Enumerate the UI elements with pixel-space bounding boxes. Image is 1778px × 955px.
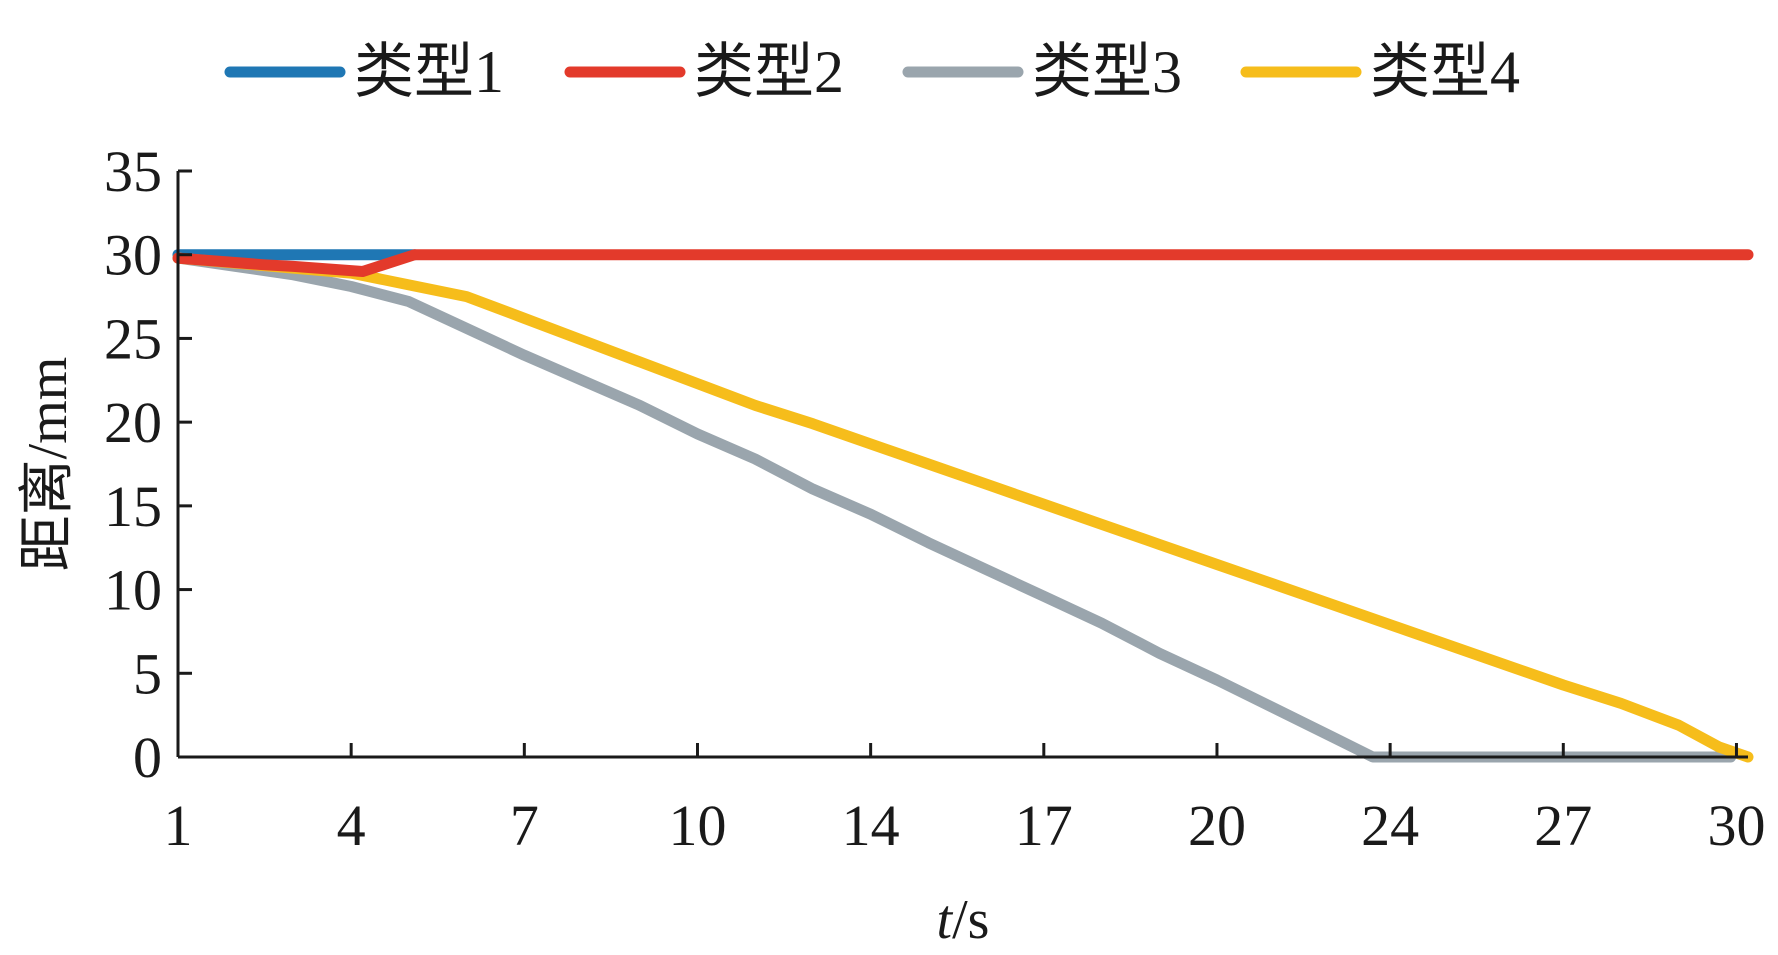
y-axis-title: 距离/mm bbox=[17, 357, 79, 572]
y-tick-label: 30 bbox=[104, 223, 162, 288]
x-tick-label: 17 bbox=[1015, 793, 1073, 858]
x-tick-label: 24 bbox=[1361, 793, 1419, 858]
x-axis-title-symbol: t bbox=[937, 889, 954, 951]
y-tick-label: 0 bbox=[133, 725, 162, 790]
x-tick-label: 14 bbox=[842, 793, 900, 858]
y-axis-ticks: 0 5 10 15 20 25 30 35 bbox=[104, 139, 192, 790]
x-tick-label: 30 bbox=[1707, 793, 1765, 858]
legend: 类型1 类型2 类型3 类型4 bbox=[224, 39, 1520, 105]
series-line-4 bbox=[172, 252, 1754, 763]
y-tick-label: 25 bbox=[104, 306, 162, 371]
axis-titles: t/s 距离/mm bbox=[17, 357, 989, 951]
x-tick-label: 10 bbox=[668, 793, 726, 858]
x-tick-label: 20 bbox=[1188, 793, 1246, 858]
y-tick-label: 10 bbox=[104, 558, 162, 623]
y-tick-label: 20 bbox=[104, 390, 162, 455]
x-tick-label: 27 bbox=[1534, 793, 1592, 858]
y-tick-label: 5 bbox=[133, 641, 162, 706]
series-line-2 bbox=[172, 249, 1754, 277]
y-tick-label: 15 bbox=[104, 474, 162, 539]
legend-label-4: 类型4 bbox=[1370, 39, 1520, 105]
x-axis-title-unit: /s bbox=[952, 889, 989, 951]
legend-label-2: 类型2 bbox=[694, 39, 844, 105]
series-line-3 bbox=[172, 252, 1737, 763]
series-lines bbox=[172, 249, 1754, 763]
x-axis-title: t/s bbox=[937, 889, 990, 951]
axes bbox=[176, 171, 1748, 759]
x-tick-label: 1 bbox=[164, 793, 193, 858]
x-tick-label: 4 bbox=[337, 793, 366, 858]
y-tick-label: 35 bbox=[104, 139, 162, 204]
legend-label-1: 类型1 bbox=[354, 39, 504, 105]
legend-label-3: 类型3 bbox=[1032, 39, 1182, 105]
x-tick-label: 7 bbox=[510, 793, 539, 858]
x-axis-ticks: 1 4 7 10 14 17 20 24 27 30 bbox=[164, 743, 1765, 858]
